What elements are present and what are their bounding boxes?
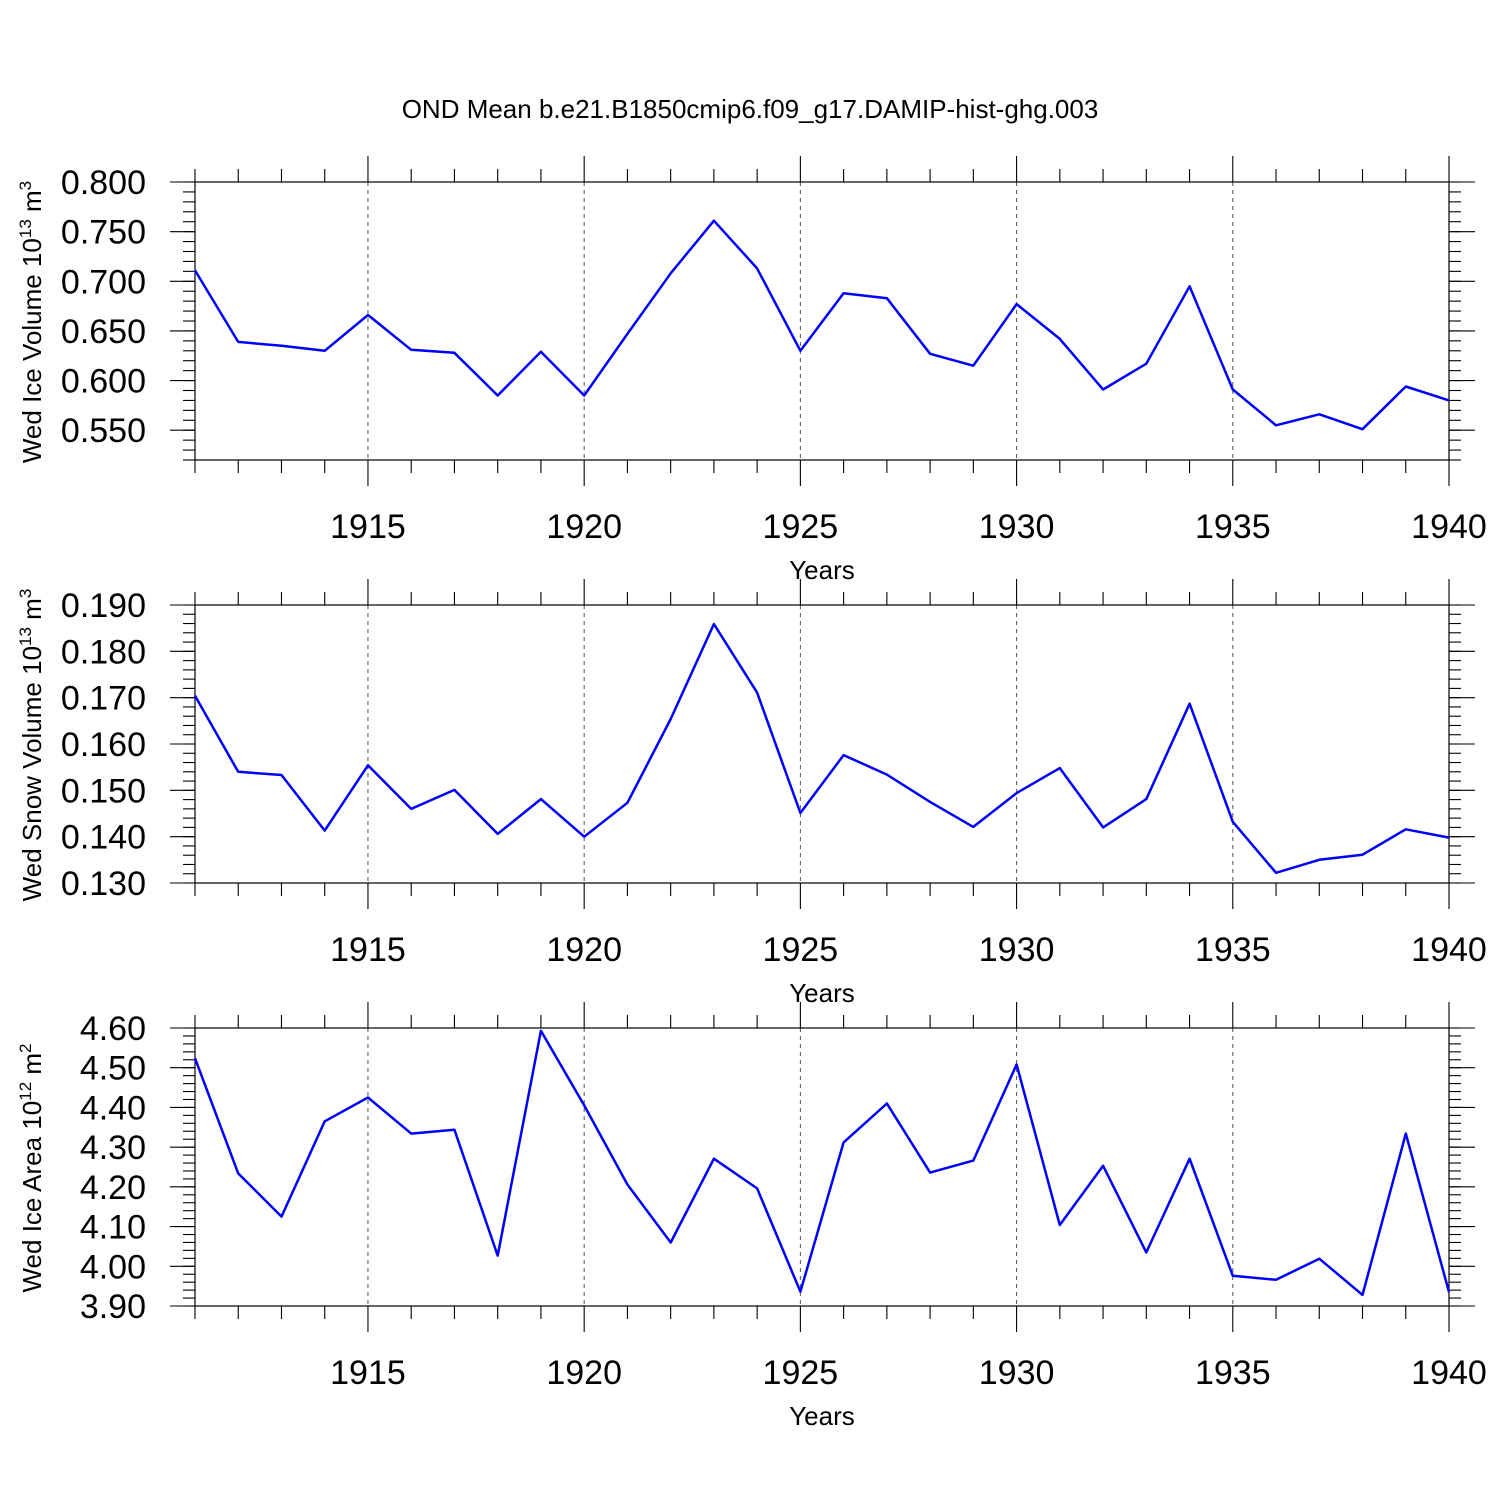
y-axis-title-text: Wed Ice Volume 10 [17,238,47,463]
y-tick-label: 0.170 [61,680,146,718]
x-tick-label: 1935 [1195,931,1271,969]
y-tick-label: 3.90 [80,1288,146,1326]
series-line-1 [193,219,1450,431]
y-axis-title-unit: m [17,190,47,219]
y-tick-label: 4.40 [80,1089,146,1127]
series-line-1 [193,1029,1451,1297]
y-tick-label: 0.550 [61,412,146,450]
y-tick-label: 4.60 [80,1010,146,1048]
y-tick-label: 0.750 [61,214,146,252]
y-tick-label: 0.160 [61,726,146,764]
x-tick-label: 1925 [763,931,839,969]
y-axis-title-exponent: 13 [16,627,35,646]
y-tick-label: 0.800 [61,164,146,202]
plot-frame [194,1027,1450,1307]
x-axis-title: Years [789,978,855,1008]
y-axis-title: Wed Snow Volume 1013 m3 [16,589,47,902]
figure-title: OND Mean b.e21.B1850cmip6.f09_g17.DAMIP-… [402,94,1099,124]
y-tick-label: 0.150 [61,772,146,810]
plot-frame [194,604,1450,884]
y-axis-title-unit-exponent: 2 [16,1043,35,1052]
y-axis-title-unit: m [17,598,47,627]
y-tick-label: 4.50 [80,1050,146,1088]
x-tick-label: 1935 [1195,508,1271,546]
x-tick-label: 1930 [979,1354,1055,1392]
x-tick-label: 1940 [1411,931,1487,969]
y-tick-label: 4.20 [80,1169,146,1207]
y-axis-title-unit-exponent: 3 [16,589,35,598]
x-axis-title: Years [789,555,855,585]
x-tick-label: 1930 [979,508,1055,546]
y-tick-label: 0.190 [61,587,146,625]
y-tick-label: 0.180 [61,633,146,671]
y-tick-label: 4.30 [80,1129,146,1167]
y-axis-title-text: Wed Ice Area 10 [17,1101,47,1293]
panel-3: 3.904.004.104.204.304.404.504.60 1915 1920… [16,1002,1487,1431]
y-axis-title-exponent: 12 [16,1082,35,1101]
x-tick-label: 1920 [546,931,622,969]
x-axis-title: Years [789,1401,855,1431]
x-tick-label: 1940 [1411,1354,1487,1392]
y-axis-title: Wed Ice Volume 1013 m3 [16,181,47,463]
y-tick-label: 4.10 [80,1209,146,1247]
x-tick-label: 1915 [330,508,406,546]
y-tick-label: 0.650 [61,313,146,351]
y-tick-label: 0.140 [61,819,146,857]
panel-1: 0.550 0.600 0.650 0.700 0.750 0.800 1915 1920 19… [16,156,1487,585]
x-tick-label: 1940 [1411,508,1487,546]
x-tick-label: 1935 [1195,1354,1271,1392]
x-tick-label: 1925 [763,1354,839,1392]
x-tick-label: 1925 [763,508,839,546]
x-tick-label: 1915 [330,1354,406,1392]
series-line-1 [193,622,1450,875]
y-axis-title-unit: m [17,1053,47,1082]
y-axis-title-text: Wed Snow Volume 10 [17,646,47,901]
y-tick-label: 0.600 [61,363,146,401]
y-tick-label: 4.00 [80,1248,146,1286]
x-tick-label: 1920 [546,1354,622,1392]
y-tick-label: 0.130 [61,865,146,903]
panel-2: 0.130 0.140 0.150 0.160 0.170 0.180 0.190 1915 1… [16,579,1487,1008]
x-tick-label: 1920 [546,508,622,546]
y-axis-title-unit-exponent: 3 [16,181,35,190]
y-axis-title-exponent: 13 [16,219,35,238]
x-tick-label: 1915 [330,931,406,969]
x-tick-label: 1930 [979,931,1055,969]
y-tick-label: 0.700 [61,263,146,301]
y-axis-title: Wed Ice Area 1012 m2 [16,1043,47,1292]
